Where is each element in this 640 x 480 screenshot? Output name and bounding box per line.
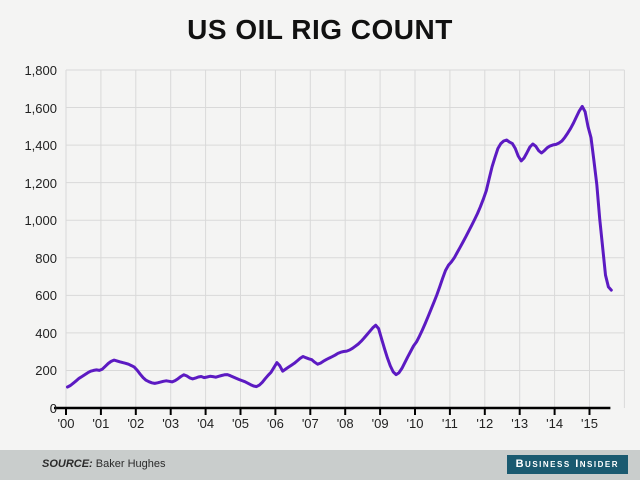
y-tick-label: 1,400 — [24, 138, 57, 154]
y-tick-label: 400 — [35, 325, 57, 341]
rig-count-series-line — [66, 104, 613, 389]
x-tick-label: '14 — [546, 416, 564, 431]
x-tick-label: '07 — [301, 416, 319, 431]
source-value: Baker Hughes — [95, 458, 166, 470]
source-label: SOURCE: — [42, 458, 93, 470]
x-tick-label: '12 — [476, 416, 494, 431]
x-tick-label: '00 — [57, 416, 75, 431]
x-tick-label: '05 — [232, 416, 249, 431]
x-tick-label: '10 — [406, 416, 424, 431]
x-tick-label: '01 — [92, 416, 110, 431]
y-tick-label: 1,200 — [24, 175, 57, 191]
x-tick-label: '06 — [266, 416, 284, 431]
y-tick-label: 200 — [35, 363, 57, 379]
source-credit: SOURCE: Baker Hughes — [42, 458, 166, 470]
chart-title: US OIL RIG COUNT — [187, 14, 453, 45]
business-insider-logo: Business Insider — [506, 455, 628, 474]
y-tick-label: 1,800 — [24, 63, 57, 78]
x-tick-label: '13 — [511, 416, 529, 431]
y-tick-label: 800 — [35, 250, 57, 266]
y-tick-label: 0 — [49, 401, 57, 416]
x-tick-label: '02 — [127, 416, 145, 431]
y-tick-label: 600 — [35, 288, 57, 304]
x-tick-label: '03 — [162, 416, 180, 431]
x-tick-label: '15 — [581, 416, 598, 431]
x-tick-label: '04 — [197, 416, 215, 431]
x-tick-label: '09 — [371, 416, 389, 431]
x-tick-label: '08 — [336, 416, 354, 431]
y-tick-label: 1,000 — [24, 213, 57, 229]
x-tick-label: '11 — [441, 416, 458, 431]
y-tick-label: 1,600 — [24, 100, 57, 116]
